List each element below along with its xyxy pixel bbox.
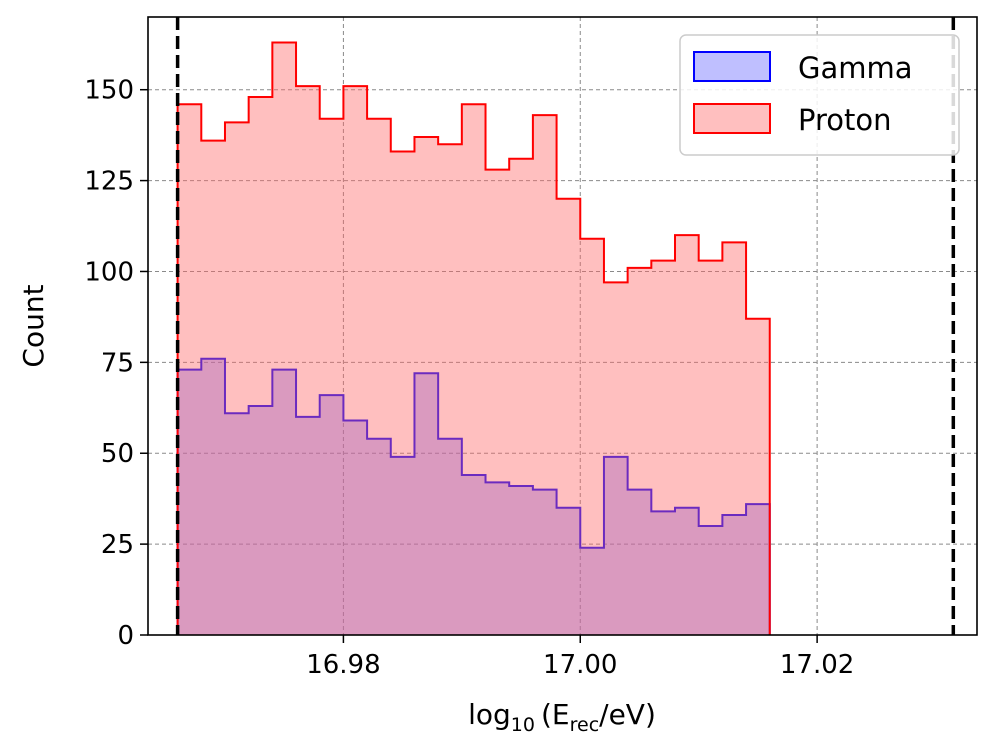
- legend-swatch-proton: [693, 103, 771, 134]
- bar-proton: [414, 137, 438, 635]
- series-step-proton: [176, 41, 771, 635]
- bar-proton: [722, 242, 746, 635]
- bar-proton: [320, 119, 344, 635]
- x-axis-label-mid: (E: [541, 698, 570, 731]
- bar-proton: [699, 261, 723, 635]
- y-tick-label: 150: [84, 76, 134, 106]
- bar-proton: [272, 42, 296, 635]
- x-axis-label-end: /eV): [599, 698, 656, 731]
- bar-proton: [343, 86, 367, 635]
- bar-proton: [296, 86, 320, 635]
- y-axis-label: Count: [17, 284, 50, 367]
- bar-proton: [178, 104, 202, 635]
- bar-proton: [509, 159, 533, 635]
- y-tick-label: 25: [101, 530, 134, 560]
- legend: Gamma Proton: [679, 34, 960, 156]
- bar-proton: [486, 170, 510, 635]
- axis-ticks: 16.98 17.00 17.02 0 25 50 75 100 125 150: [84, 76, 854, 680]
- series-layer: [176, 41, 771, 635]
- legend-label-proton: Proton: [798, 103, 892, 137]
- x-axis-label-sub-10: 10: [511, 714, 535, 736]
- series-step-gamma: [176, 357, 771, 635]
- x-axis-label-sub-rec: rec: [570, 714, 600, 736]
- plot-frame: [147, 16, 978, 636]
- y-tick-label: 100: [84, 257, 134, 287]
- bar-proton: [675, 235, 699, 635]
- legend-frame: [679, 34, 960, 156]
- y-tick-label: 125: [84, 167, 134, 197]
- x-tick-label: 17.02: [780, 650, 854, 680]
- bar-proton: [580, 239, 604, 635]
- bar-proton: [533, 115, 557, 635]
- legend-label-gamma: Gamma: [798, 51, 913, 85]
- bar-proton: [249, 97, 273, 635]
- bar-proton: [557, 199, 581, 635]
- bar-proton: [651, 261, 675, 635]
- bar-proton: [462, 104, 486, 635]
- bar-proton: [225, 122, 249, 635]
- y-tick-label: 0: [117, 621, 134, 651]
- bar-proton: [746, 319, 770, 635]
- bar-proton: [201, 141, 225, 635]
- series-fill-proton: [177, 42, 770, 635]
- y-tick-label: 75: [101, 348, 134, 378]
- legend-swatch-gamma: [693, 51, 771, 82]
- bar-proton: [391, 152, 415, 635]
- x-axis-label: log10 (Erec/eV): [468, 698, 656, 736]
- bar-proton: [367, 119, 391, 635]
- series-fill-gamma: [177, 358, 770, 635]
- bar-proton: [628, 268, 652, 635]
- x-axis-label-log: log: [468, 698, 511, 731]
- x-tick-label: 17.00: [543, 650, 617, 680]
- y-tick-label: 50: [101, 439, 134, 469]
- bar-proton: [604, 282, 628, 635]
- bar-proton: [438, 144, 462, 635]
- x-tick-label: 16.98: [306, 650, 380, 680]
